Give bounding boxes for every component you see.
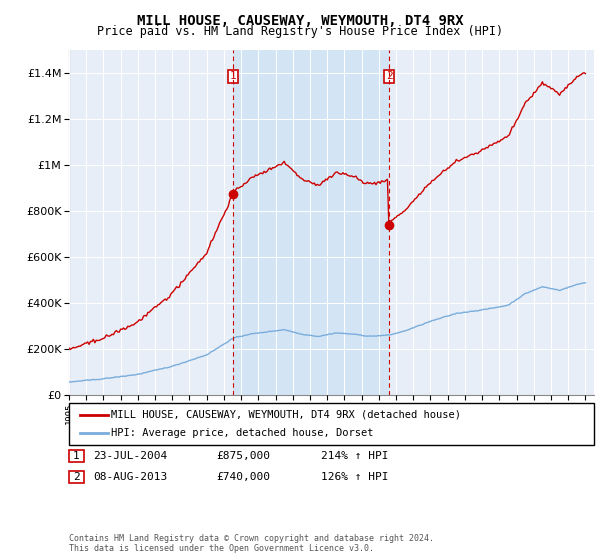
Text: 23-JUL-2004: 23-JUL-2004 <box>93 451 167 461</box>
Text: 1: 1 <box>230 71 237 81</box>
Text: 1: 1 <box>73 451 80 461</box>
Text: 214% ↑ HPI: 214% ↑ HPI <box>321 451 389 461</box>
Text: 2: 2 <box>386 71 392 81</box>
Text: 2: 2 <box>73 472 80 482</box>
Text: £875,000: £875,000 <box>216 451 270 461</box>
Text: 126% ↑ HPI: 126% ↑ HPI <box>321 472 389 482</box>
Text: Price paid vs. HM Land Registry's House Price Index (HPI): Price paid vs. HM Land Registry's House … <box>97 25 503 38</box>
Text: HPI: Average price, detached house, Dorset: HPI: Average price, detached house, Dors… <box>111 428 373 438</box>
Text: MILL HOUSE, CAUSEWAY, WEYMOUTH, DT4 9RX: MILL HOUSE, CAUSEWAY, WEYMOUTH, DT4 9RX <box>137 14 463 28</box>
Text: MILL HOUSE, CAUSEWAY, WEYMOUTH, DT4 9RX (detached house): MILL HOUSE, CAUSEWAY, WEYMOUTH, DT4 9RX … <box>111 410 461 420</box>
Text: 08-AUG-2013: 08-AUG-2013 <box>93 472 167 482</box>
Bar <box>233 50 389 395</box>
Text: £740,000: £740,000 <box>216 472 270 482</box>
Text: Contains HM Land Registry data © Crown copyright and database right 2024.
This d: Contains HM Land Registry data © Crown c… <box>69 534 434 553</box>
